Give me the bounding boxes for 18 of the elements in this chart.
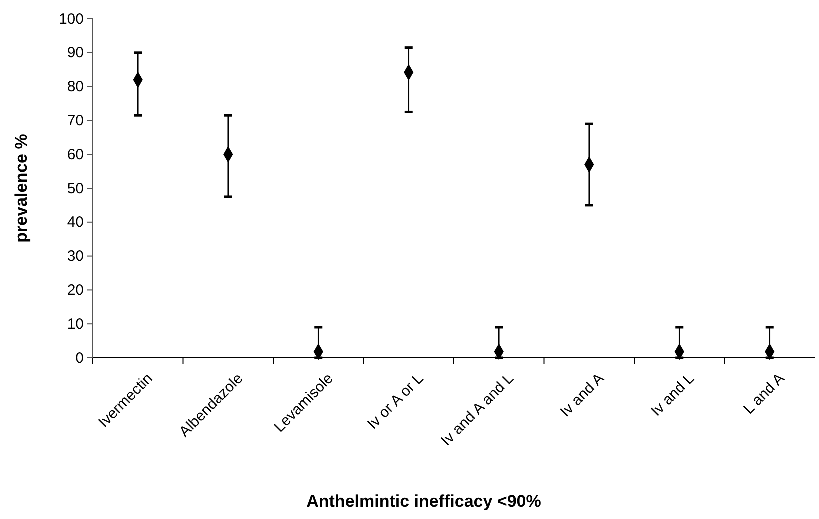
y-tick-label: 90 xyxy=(67,44,84,62)
y-tick-label: 80 xyxy=(67,78,84,96)
y-axis-title: prevalence % xyxy=(12,134,31,243)
y-tick-label: 70 xyxy=(67,112,84,130)
y-tick-label: 50 xyxy=(67,180,84,198)
x-tick-label: Iv and L xyxy=(648,370,698,420)
y-tick-label: 100 xyxy=(58,10,84,28)
y-tick-label: 60 xyxy=(67,146,84,164)
x-tick-label: Iv and A and L xyxy=(438,370,518,450)
x-tick-label: Iv and A xyxy=(557,370,608,421)
y-tick-label: 20 xyxy=(67,282,84,299)
x-tick-label: L and A xyxy=(740,370,788,418)
y-tick-label: 30 xyxy=(67,248,84,266)
x-tick-label: Iv or A or L xyxy=(364,370,428,433)
y-tick-label: 40 xyxy=(67,214,84,232)
y-tick-label: 10 xyxy=(67,316,84,333)
x-axis-title: Anthelmintic inefficacy <90% xyxy=(306,492,542,511)
y-tick-label: 0 xyxy=(76,350,84,367)
